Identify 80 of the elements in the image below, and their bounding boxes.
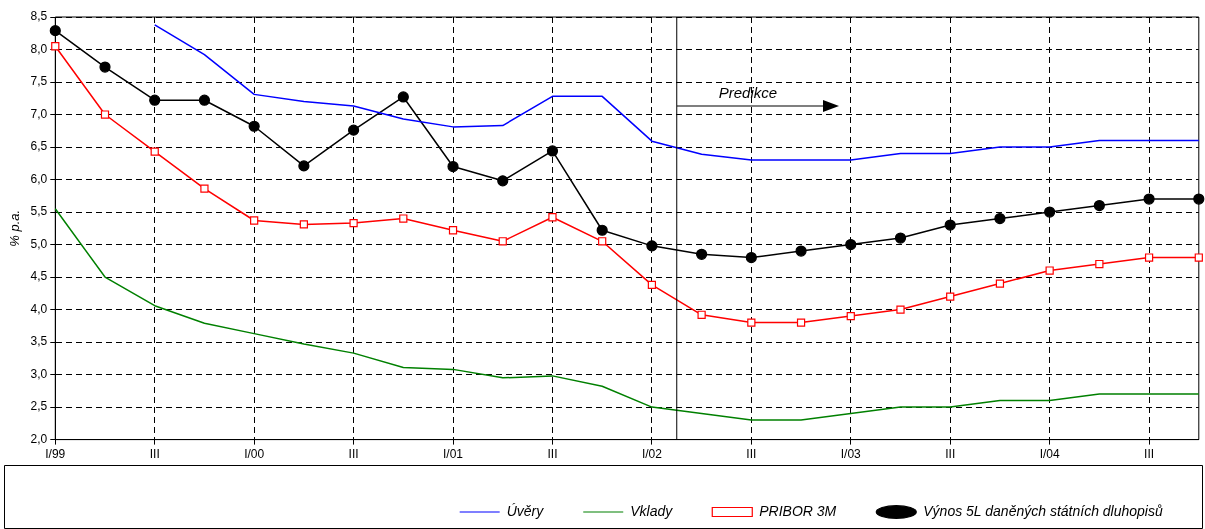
point bbox=[896, 305, 905, 314]
x-tick-label: III bbox=[945, 447, 956, 462]
legend-label: Vklady bbox=[630, 502, 674, 519]
point bbox=[1045, 266, 1054, 275]
legend-label: PRIBOR 3M bbox=[759, 502, 837, 519]
point bbox=[349, 218, 358, 228]
annotation: Predikce bbox=[718, 83, 778, 101]
point bbox=[994, 212, 1006, 225]
x-tick-label: III bbox=[149, 447, 160, 462]
point bbox=[747, 318, 756, 327]
point bbox=[598, 237, 607, 246]
point bbox=[546, 145, 559, 157]
point bbox=[944, 219, 956, 231]
y-tick-label: 5,0 bbox=[30, 236, 48, 251]
point bbox=[1095, 259, 1104, 269]
y-tick-label: 2,0 bbox=[30, 431, 48, 446]
point bbox=[995, 279, 1005, 288]
x-tick-label: I/03 bbox=[840, 447, 862, 462]
point bbox=[397, 91, 409, 103]
point bbox=[250, 216, 259, 225]
point bbox=[347, 124, 360, 136]
point bbox=[51, 42, 60, 51]
y-axis-title: % p.a. bbox=[7, 209, 23, 247]
point bbox=[100, 110, 110, 119]
point bbox=[49, 25, 61, 37]
point bbox=[248, 120, 260, 132]
y-tick-label: 2,5 bbox=[30, 399, 48, 414]
x-tick-label: I/02 bbox=[641, 447, 663, 462]
point bbox=[646, 240, 658, 252]
point bbox=[497, 175, 509, 187]
x-tick-label: I/99 bbox=[45, 447, 66, 462]
point bbox=[1144, 253, 1154, 262]
point bbox=[745, 251, 757, 264]
y-tick-label: 3,5 bbox=[30, 334, 48, 349]
y-tick-label: 4,5 bbox=[30, 269, 48, 284]
legend-label: Výnos 5L daněných státních dluhopisů bbox=[923, 502, 1163, 519]
y-tick-label: 6,5 bbox=[30, 139, 48, 154]
x-tick-label: III bbox=[547, 447, 558, 462]
point bbox=[795, 245, 807, 257]
point bbox=[198, 94, 211, 106]
point bbox=[596, 224, 608, 236]
y-tick-label: 8,5 bbox=[30, 9, 48, 24]
point bbox=[1093, 199, 1105, 212]
point bbox=[149, 94, 161, 106]
point bbox=[1143, 193, 1155, 205]
point bbox=[696, 248, 708, 260]
point bbox=[448, 226, 458, 235]
point bbox=[845, 238, 857, 251]
x-tick-label: I/00 bbox=[244, 447, 265, 462]
point bbox=[796, 318, 806, 327]
x-tick-label: I/01 bbox=[443, 447, 464, 462]
point bbox=[1194, 253, 1203, 262]
point bbox=[298, 160, 310, 172]
y-tick-label: 7,0 bbox=[30, 106, 48, 121]
point bbox=[894, 232, 907, 244]
point bbox=[299, 220, 309, 229]
point bbox=[846, 311, 855, 321]
point bbox=[548, 213, 557, 222]
point bbox=[99, 61, 111, 73]
x-tick-label: III bbox=[746, 447, 757, 462]
point bbox=[498, 237, 507, 246]
x-tick-label: III bbox=[1144, 447, 1155, 462]
point bbox=[1044, 206, 1056, 218]
point bbox=[1193, 193, 1205, 205]
point bbox=[697, 310, 706, 319]
legend-label: Úvěry bbox=[506, 502, 545, 519]
y-tick-label: 4,0 bbox=[30, 301, 48, 316]
point bbox=[200, 184, 209, 193]
y-tick-label: 5,5 bbox=[30, 204, 48, 219]
y-tick-label: 8,0 bbox=[30, 41, 48, 56]
point bbox=[946, 292, 955, 301]
y-tick-label: 7,5 bbox=[30, 74, 48, 89]
point bbox=[447, 160, 459, 173]
point bbox=[647, 280, 657, 289]
point bbox=[150, 147, 159, 156]
point bbox=[399, 214, 408, 223]
y-tick-label: 3,0 bbox=[30, 366, 48, 381]
y-tick-label: 6,0 bbox=[30, 171, 48, 186]
x-tick-label: III bbox=[348, 447, 359, 462]
x-tick-label: I/04 bbox=[1039, 447, 1060, 462]
